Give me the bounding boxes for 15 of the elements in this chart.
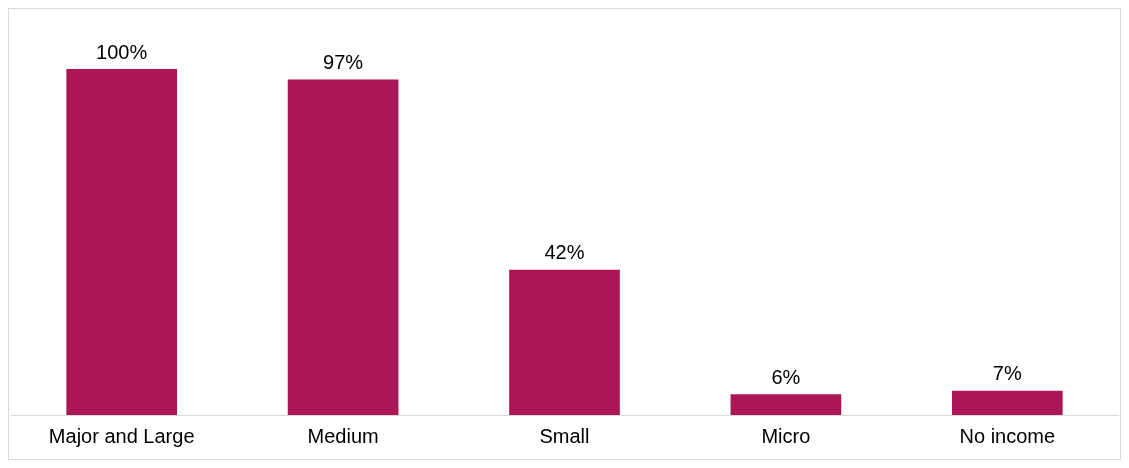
data-label: 6% bbox=[771, 365, 801, 388]
bar bbox=[951, 390, 1063, 415]
data-label: 7% bbox=[992, 362, 1022, 385]
x-tick-label: Major and Large bbox=[48, 424, 195, 447]
bar bbox=[66, 69, 178, 415]
data-label: 97% bbox=[323, 50, 364, 73]
data-label: 42% bbox=[544, 241, 585, 264]
x-tick-label: Micro bbox=[761, 424, 811, 447]
x-tick-label: Small bbox=[539, 424, 590, 447]
x-tick-label: Medium bbox=[307, 424, 379, 447]
x-tick-label: No income bbox=[959, 424, 1056, 447]
bar bbox=[287, 79, 399, 415]
bar bbox=[509, 269, 620, 415]
bar bbox=[730, 394, 842, 415]
data-label: 100% bbox=[96, 40, 148, 63]
